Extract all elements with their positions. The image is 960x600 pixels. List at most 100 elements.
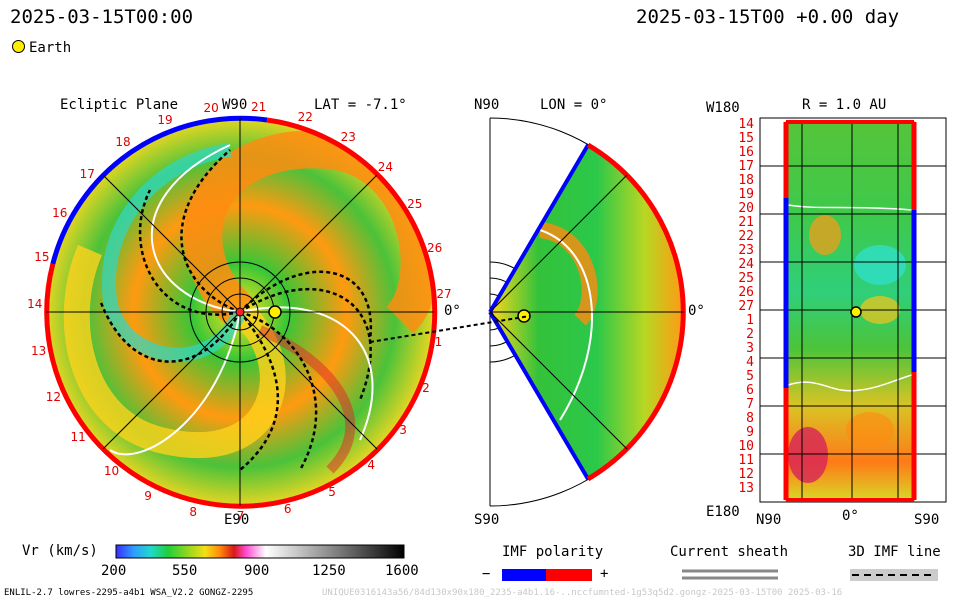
synoptic-x-label-0: 0°	[842, 508, 859, 524]
imf-polarity-label: IMF polarity	[502, 544, 604, 560]
synoptic-row-label: 16	[738, 145, 754, 160]
imf-polarity-minus: −	[482, 566, 491, 582]
ecliptic-sector-number: 18	[115, 135, 131, 150]
ecliptic-sector-number: 17	[79, 166, 95, 181]
synoptic-row-label: 5	[746, 369, 754, 384]
earth-legend: Earth	[12, 40, 71, 56]
ecliptic-sector-number: 1	[434, 334, 443, 349]
ecliptic-sector-number: 5	[328, 485, 336, 499]
ecliptic-sector-number: 15	[34, 249, 50, 264]
ecliptic-sector-number: 12	[45, 389, 61, 404]
ecliptic-sector-number: 14	[27, 296, 43, 311]
synoptic-row-label: 2	[746, 327, 754, 342]
ecliptic-plane-plot	[44, 115, 438, 509]
imf-line-label: 3D IMF line	[848, 544, 941, 560]
earth-connector-line	[369, 315, 531, 343]
ecliptic-sector-number: 3	[399, 422, 407, 437]
synoptic-row-label: 23	[738, 243, 754, 258]
synoptic-row-label: 18	[738, 173, 754, 188]
colorbar-label: Vr (km/s)	[22, 543, 98, 559]
earth-legend-dot	[12, 40, 25, 53]
ecliptic-sector-number: 6	[283, 502, 292, 517]
meridional-top-label: N90	[474, 97, 500, 113]
velocity-colorbar	[115, 544, 405, 559]
ecliptic-polarity-ring-positive	[44, 117, 438, 509]
synoptic-row-label: 19	[738, 187, 754, 202]
current-sheath-label: Current sheath	[670, 544, 789, 560]
imf-polarity-positive-swatch	[546, 569, 592, 581]
synoptic-row-label: 11	[738, 453, 754, 468]
ecliptic-polarity-ring-negative	[50, 115, 268, 265]
earth-legend-label: Earth	[29, 40, 72, 56]
synoptic-row-label: 22	[738, 229, 754, 244]
synoptic-row-label: 20	[738, 201, 754, 216]
ecliptic-sector-number: 20	[203, 100, 219, 115]
synoptic-map	[759, 117, 947, 503]
synoptic-row-label: 10	[738, 439, 754, 454]
right-datetime: 2025-03-15T00 +0.00 day	[636, 6, 900, 28]
synoptic-top-left-label: W180	[706, 100, 740, 116]
ecliptic-sector-number: 23	[340, 130, 356, 145]
colorbar-tick-1600: 1600	[385, 563, 419, 579]
synoptic-x-label-n90: N90	[756, 512, 782, 528]
synoptic-row-label: 8	[746, 411, 754, 426]
colorbar-tick-900: 900	[244, 563, 270, 579]
synoptic-row-label: 6	[746, 383, 754, 398]
ecliptic-sector-number: 13	[30, 344, 47, 359]
synoptic-x-label-s90: S90	[914, 512, 940, 528]
ecliptic-spiral-structure	[63, 130, 434, 474]
ecliptic-bottom-label: E90	[224, 512, 250, 528]
colorbar-tick-1250: 1250	[312, 563, 346, 579]
ecliptic-sector-number: 11	[70, 430, 86, 445]
synoptic-row-label: 17	[738, 159, 754, 174]
meridional-plane-plot	[488, 117, 686, 507]
synoptic-row-label: 7	[746, 397, 754, 412]
synoptic-row-label: 24	[738, 257, 754, 272]
colorbar-tick-550: 550	[172, 563, 198, 579]
synoptic-row-label: 25	[738, 271, 754, 286]
earth-marker-synoptic	[850, 306, 862, 318]
colorbar-tick-200: 200	[101, 563, 127, 579]
meridional-lon-label: LON = 0°	[540, 97, 608, 113]
ecliptic-sector-number: 7	[236, 508, 245, 523]
synoptic-row-label: 21	[738, 215, 754, 230]
synoptic-row-label: 1	[746, 313, 754, 328]
ecliptic-sector-number: 19	[157, 113, 173, 128]
ecliptic-right-label: 0°	[444, 303, 461, 319]
ecliptic-sector-number: 8	[189, 504, 198, 519]
synoptic-row-label: 12	[738, 467, 754, 482]
synoptic-row-label: 4	[746, 355, 754, 370]
synoptic-r-label: R = 1.0 AU	[802, 97, 887, 113]
ecliptic-sector-number: 24	[377, 159, 394, 174]
imf-polarity-plus: +	[600, 566, 609, 582]
synoptic-row-label: 15	[738, 131, 754, 146]
ecliptic-lat-label: LAT = -7.1°	[314, 97, 407, 113]
ecliptic-sector-number: 21	[251, 99, 267, 114]
earth-marker-ecliptic	[268, 305, 282, 319]
imf-polarity-negative-swatch	[502, 569, 546, 581]
meridional-current-sheath	[539, 229, 594, 421]
synoptic-row-label: 14	[738, 117, 754, 132]
synoptic-row-label: 26	[738, 285, 754, 300]
ecliptic-sector-number: 10	[103, 464, 120, 479]
ecliptic-sector-number: 25	[407, 197, 423, 212]
ecliptic-sector-number: 2	[422, 380, 430, 395]
ecliptic-title: Ecliptic Plane	[60, 97, 179, 113]
footer-run-id: UNIQUE0316143a56/84d130x90x180_2235-a4b1…	[322, 588, 843, 598]
ecliptic-sector-number: 22	[297, 109, 313, 124]
synoptic-row-label: 3	[746, 341, 754, 356]
ecliptic-sector-number: 16	[52, 205, 68, 220]
sun-marker	[235, 307, 245, 317]
meridional-bottom-label: S90	[474, 512, 500, 528]
ecliptic-sector-number: 26	[426, 240, 443, 255]
ecliptic-sector-number: 27	[436, 287, 452, 302]
synoptic-row-label: 27	[738, 299, 754, 314]
left-datetime: 2025-03-15T00:00	[10, 6, 194, 28]
synoptic-row-label: 9	[746, 425, 754, 440]
ecliptic-top-label: W90	[222, 97, 248, 113]
synoptic-bottom-left-label: E180	[706, 504, 740, 520]
ecliptic-sector-number: 4	[367, 457, 376, 472]
ecliptic-sector-number: 9	[144, 489, 152, 504]
meridional-right-label: 0°	[688, 303, 705, 319]
